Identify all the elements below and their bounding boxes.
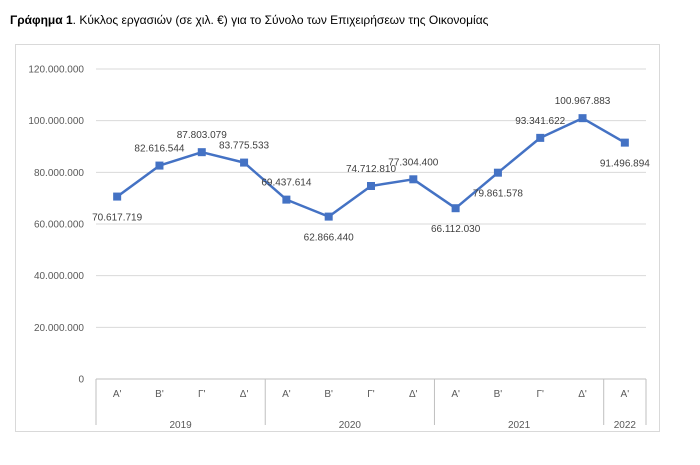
data-label: 79.861.578 (473, 189, 523, 200)
x-tick-label: Β' (324, 389, 333, 400)
data-point (451, 204, 460, 213)
y-tick-label: 120.000.000 (28, 65, 84, 76)
figure-title-text: . Κύκλος εργασιών (σε χιλ. €) για το Σύν… (72, 13, 489, 27)
data-label: 70.617.719 (92, 213, 142, 224)
x-tick-label: Α' (113, 389, 122, 400)
data-label: 66.112.030 (431, 224, 481, 235)
x-tick-label: Γ' (537, 389, 545, 400)
data-point (282, 195, 291, 204)
x-tick-label: Γ' (367, 389, 375, 400)
line-chart: 0 20.000.000 40.000.000 60.000.000 80.000.00… (28, 65, 650, 432)
chart-area: 0 20.000.000 40.000.000 60.000.000 80.000.00… (15, 44, 660, 432)
data-label: 77.304.400 (388, 157, 438, 168)
y-tick-label: 40.000.000 (34, 271, 84, 282)
data-label: 69.437.614 (261, 178, 311, 189)
data-point (620, 138, 629, 147)
data-point (197, 148, 206, 157)
data-label: 93.341.622 (515, 116, 565, 127)
year-label: 2019 (169, 420, 192, 431)
y-tick-label: 80.000.000 (34, 168, 84, 179)
data-point (493, 168, 502, 177)
data-point (113, 192, 122, 201)
x-tick-label: Δ' (578, 389, 587, 400)
y-tick-label: 100.000.000 (28, 116, 84, 127)
data-label: 91.496.894 (600, 159, 650, 170)
data-point (536, 133, 545, 142)
data-label: 62.866.440 (304, 233, 354, 244)
data-point (367, 181, 375, 190)
y-tick-label: 0 (78, 375, 84, 386)
data-label: 82.616.544 (134, 144, 184, 155)
data-label: 100.967.883 (555, 96, 611, 107)
data-label: 74.712.810 (346, 164, 396, 175)
data-label: 83.775.533 (219, 141, 269, 152)
data-point (409, 175, 418, 184)
figure-title-prefix: Γράφημα 1 (10, 13, 73, 27)
data-point (155, 161, 164, 170)
x-tick-label: Β' (155, 389, 164, 400)
x-tick-label: Δ' (409, 389, 418, 400)
year-label: 2020 (339, 420, 362, 431)
y-tick-label: 20.000.000 (34, 323, 84, 334)
data-label: 87.803.079 (177, 130, 227, 141)
x-tick-label: Α' (621, 389, 630, 400)
data-point (324, 212, 333, 221)
y-tick-label: 60.000.000 (34, 220, 84, 231)
x-tick-label: Γ' (198, 389, 206, 400)
data-point (578, 114, 587, 123)
figure-title: Γράφημα 1. Κύκλος εργασιών (σε χιλ. €) γ… (10, 13, 488, 27)
year-label: 2021 (508, 420, 531, 431)
year-label: 2022 (614, 420, 637, 431)
x-tick-label: Α' (451, 389, 460, 400)
data-point (240, 158, 249, 167)
x-tick-label: Α' (282, 389, 291, 400)
x-tick-label: Β' (494, 389, 503, 400)
x-tick-label: Δ' (240, 389, 249, 400)
